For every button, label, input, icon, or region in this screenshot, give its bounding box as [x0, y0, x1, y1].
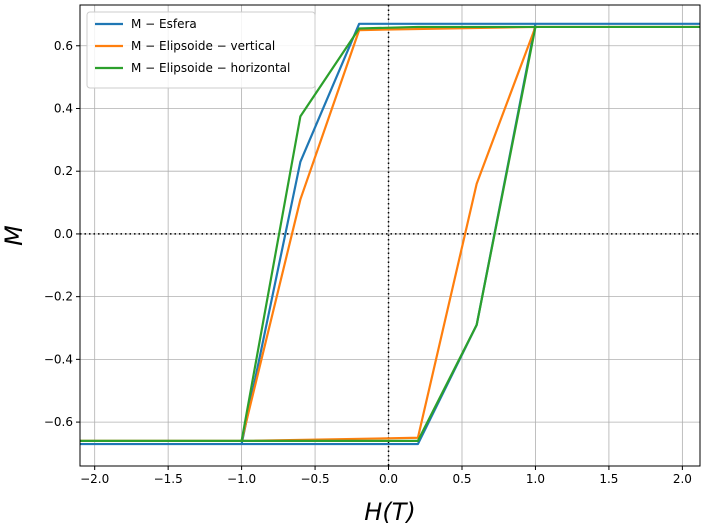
series-line-1 — [80, 22, 700, 446]
legend: M − Esfera M − Elipsoide − vertical M − El… — [86, 11, 316, 89]
ticks: −2.0 −1.5 −1.0 −0.5 0.0 0.5 1.0 1.5 2.0 −0.6 −0.4 −… — [44, 39, 692, 486]
plot-frame — [79, 4, 701, 467]
y-tick-label: −0.6 — [44, 415, 73, 429]
zero-reference-lines — [80, 5, 700, 466]
y-tick-label: 0.6 — [54, 39, 73, 53]
x-tick-label: −0.5 — [301, 472, 330, 486]
series-line-2 — [80, 25, 700, 443]
y-tick-label: −0.2 — [44, 290, 73, 304]
x-tick-label: 2.0 — [673, 472, 692, 486]
x-tick-label: 0.5 — [452, 472, 471, 486]
x-tick-label: −1.0 — [227, 472, 256, 486]
x-tick-label: −2.0 — [80, 472, 109, 486]
y-tick-label: 0.4 — [54, 101, 73, 115]
series-lines — [80, 22, 700, 446]
x-tick-label: 0.0 — [379, 472, 398, 486]
series-line-3 — [80, 25, 700, 443]
y-tick-label: 0.0 — [54, 227, 73, 241]
legend-label: M − Esfera — [131, 17, 197, 31]
x-axis-label: H(T) — [364, 498, 415, 526]
x-tick-label: 1.5 — [599, 472, 618, 486]
legend-label: M − Elipsoide − horizontal — [131, 61, 290, 75]
x-tick-label: −1.5 — [154, 472, 183, 486]
x-tick-label: 1.0 — [526, 472, 545, 486]
legend-box — [86, 11, 316, 89]
y-axis-label: M — [0, 225, 28, 246]
legend-label: M − Elipsoide − vertical — [131, 39, 275, 53]
y-tick-label: 0.2 — [54, 164, 73, 178]
y-tick-label: −0.4 — [44, 352, 73, 366]
